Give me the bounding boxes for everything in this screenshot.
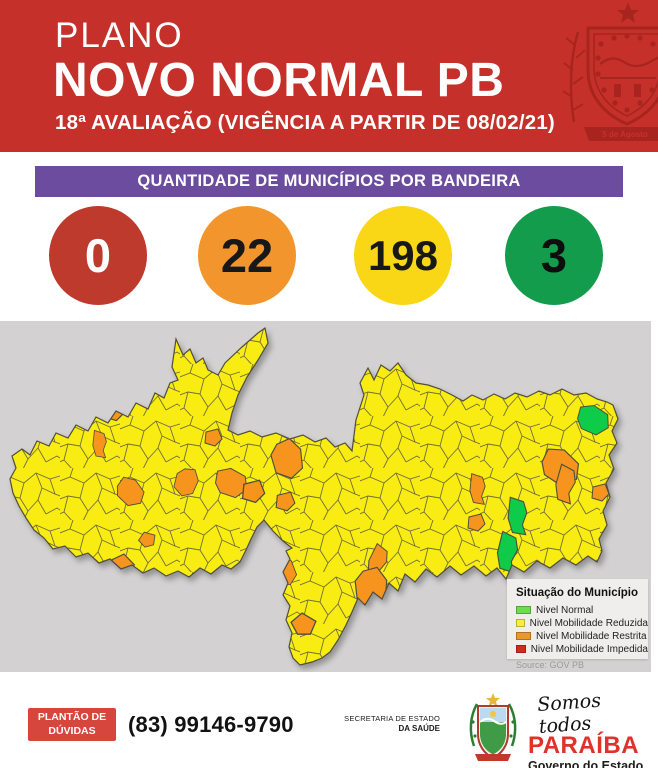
- section-banner-label: QUANTIDADE DE MUNICÍPIOS POR BANDEIRA: [137, 172, 521, 190]
- legend-item-normal: Nivel Normal: [516, 604, 648, 616]
- paraiba-coat-of-arms-watermark-icon: 5 de Agosto: [562, 2, 658, 141]
- crest-ribbon-text: 5 de Agosto: [602, 130, 648, 139]
- legend-item-restrita: Nivel Mobilidade Restrita: [516, 630, 648, 642]
- legend-item-reduzida: Nivel Mobilidade Reduzida: [516, 617, 648, 629]
- legend-swatch-green: [516, 606, 531, 614]
- logo-subtitle: Governo do Estado: [528, 759, 644, 768]
- legend-label: Nivel Mobilidade Reduzida: [529, 617, 648, 629]
- legend-source: Source: GOV PB: [516, 660, 585, 670]
- hotline-phone-number: (83) 99146-9790: [128, 712, 294, 737]
- counter-orange-value: 22: [220, 229, 274, 282]
- logo-slogan: Somos todos: [536, 689, 602, 738]
- map-section: Situação do Município Nivel Normal Nivel…: [0, 321, 651, 672]
- page-subtitle: 18ª AVALIAÇÃO (VIGÊNCIA A PARTIR DE 08/0…: [55, 111, 555, 134]
- counter-green-value: 3: [540, 229, 568, 282]
- legend-label: Nivel Mobilidade Restrita: [536, 630, 647, 642]
- counter-red-flag: 0: [49, 206, 147, 305]
- secretariat-credit: SECRETARIA DE ESTADO DA SAÚDE: [330, 714, 440, 733]
- plan-kicker: PLANO: [55, 16, 184, 55]
- government-logo: Somos todos PARAÍBA Governo do Estado: [528, 690, 653, 768]
- legend-label: Nivel Normal: [536, 604, 594, 616]
- logo-state-name: PARAÍBA: [528, 732, 640, 759]
- legend-swatch-yellow: [516, 619, 525, 627]
- counter-yellow-flag: 198: [354, 206, 452, 305]
- counter-red-value: 0: [84, 229, 112, 282]
- legend-title: Situação do Município: [516, 587, 639, 599]
- page-title: NOVO NORMAL PB: [53, 54, 505, 107]
- section-banner: QUANTIDADE DE MUNICÍPIOS POR BANDEIRA: [35, 166, 623, 197]
- legend-swatch-red: [516, 645, 526, 653]
- map-legend: Situação do Município Nivel Normal Nivel…: [507, 579, 648, 670]
- footer: PLANTÃO DE DÚVIDAS (83) 99146-9790 SECRE…: [0, 672, 658, 768]
- legend-swatch-orange: [516, 632, 531, 640]
- secretariat-line1: SECRETARIA DE ESTADO: [344, 714, 440, 723]
- legend-label: Nivel Mobilidade Impedida: [530, 643, 648, 655]
- legend-item-impedida: Nivel Mobilidade Impedida: [516, 643, 648, 655]
- secretariat-line2: DA SAÚDE: [398, 724, 440, 733]
- header: 5 de Agosto PLANO NOVO NORMAL PB 18ª AVA…: [0, 0, 658, 152]
- counter-yellow-value: 198: [367, 231, 439, 279]
- hotline-button[interactable]: PLANTÃO DE DÚVIDAS: [28, 708, 116, 741]
- paraiba-shield-icon: [469, 693, 517, 761]
- counter-green-flag: 3: [505, 206, 603, 305]
- counter-orange-flag: 22: [198, 206, 296, 305]
